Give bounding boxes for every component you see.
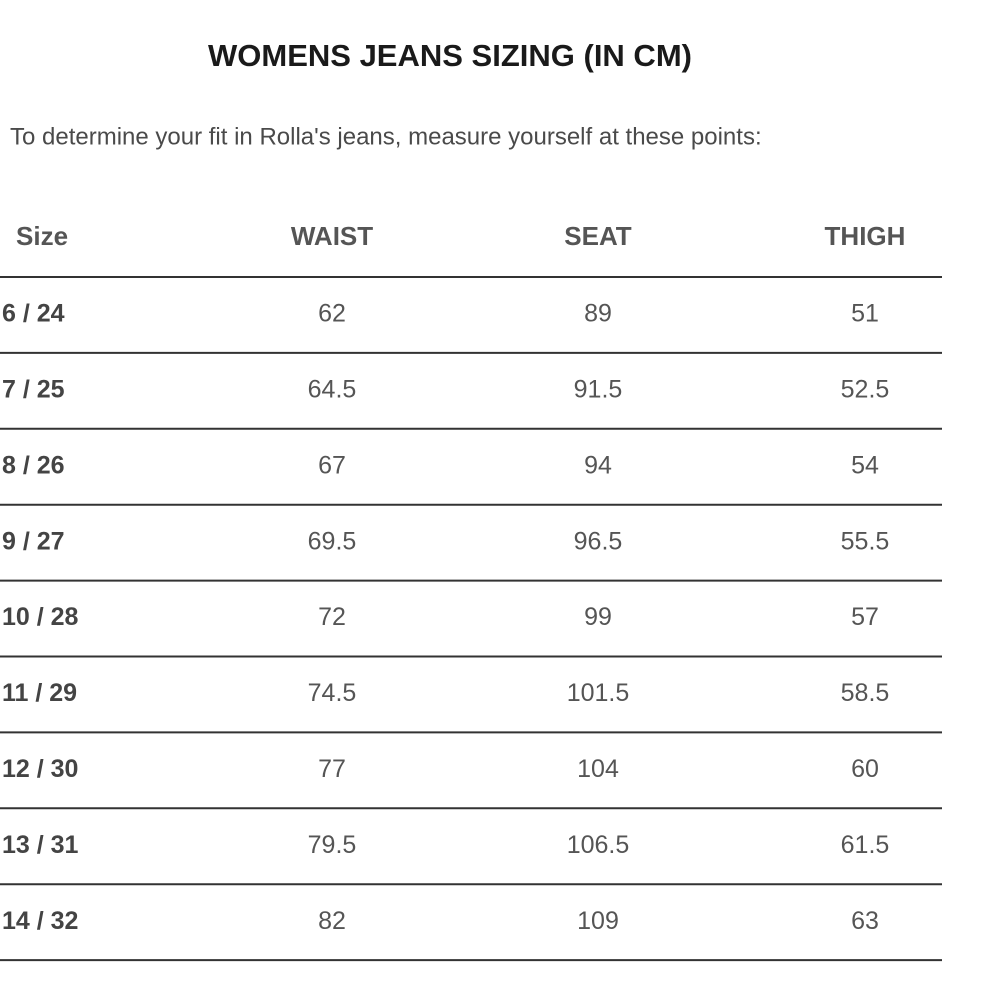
measure-cell: 57	[851, 603, 879, 631]
size-cell: 11 / 29	[2, 679, 77, 707]
column-header: Size	[16, 221, 68, 251]
measure-cell: 54	[851, 451, 879, 479]
measure-cell: 55.5	[841, 527, 890, 555]
measure-cell: 60	[851, 755, 879, 783]
measure-cell: 52.5	[841, 375, 890, 403]
measure-cell: 69.5	[308, 527, 357, 555]
measure-cell: 61.5	[841, 831, 890, 859]
size-cell: 9 / 27	[2, 527, 65, 555]
measure-cell: 64.5	[308, 375, 357, 403]
size-cell: 12 / 30	[2, 755, 78, 783]
size-cell: 13 / 31	[2, 831, 79, 859]
measure-cell: 67	[318, 451, 346, 479]
measure-cell: 109	[577, 907, 619, 935]
measure-cell: 77	[318, 755, 346, 783]
size-cell: 7 / 25	[2, 375, 65, 403]
intro: To determine your fit in Rolla's jeans, …	[10, 123, 762, 150]
measure-cell: 101.5	[567, 679, 630, 707]
measure-cell: 96.5	[574, 527, 623, 555]
measure-cell: 74.5	[308, 679, 357, 707]
measure-cell: 91.5	[574, 375, 623, 403]
column-header: SEAT	[564, 221, 632, 251]
measure-cell: 82	[318, 907, 346, 935]
measure-cell: 58.5	[841, 679, 890, 707]
measure-cell: 72	[318, 603, 346, 631]
measure-cell: 79.5	[308, 831, 357, 859]
measure-cell: 94	[584, 451, 612, 479]
measure-cell: 89	[584, 300, 612, 328]
measure-cell: 106.5	[567, 831, 630, 859]
column-header: THIGH	[825, 221, 906, 251]
size-cell: 14 / 32	[2, 907, 78, 935]
measure-cell: 63	[851, 907, 879, 935]
size-cell: 8 / 26	[2, 451, 65, 479]
measure-cell: 104	[577, 755, 619, 783]
title: WOMENS JEANS SIZING (IN CM)	[208, 38, 692, 73]
measure-cell: 99	[584, 603, 612, 631]
column-header: WAIST	[291, 221, 373, 251]
size-cell: 6 / 24	[2, 300, 65, 328]
measure-cell: 62	[318, 300, 346, 328]
size-cell: 10 / 28	[2, 603, 79, 631]
measure-cell: 51	[851, 300, 879, 328]
